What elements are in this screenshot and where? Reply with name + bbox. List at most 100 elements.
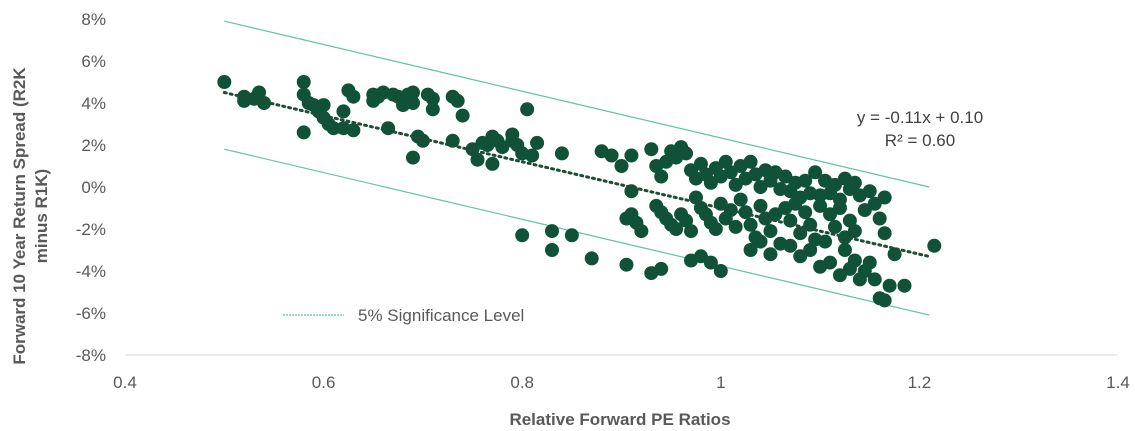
x-tick-label: 1.2 <box>908 373 932 392</box>
data-point <box>544 243 559 257</box>
data-point <box>753 234 768 249</box>
data-point <box>877 190 892 205</box>
data-point <box>336 104 351 119</box>
data-point <box>763 247 778 262</box>
data-point <box>554 146 569 161</box>
y-axis-title-line-2: minus R1K) <box>32 169 51 263</box>
data-point <box>217 75 232 89</box>
data-point <box>252 85 267 100</box>
x-tick-label: 0.4 <box>113 373 137 392</box>
data-point <box>867 196 882 211</box>
data-point <box>847 175 862 190</box>
y-tick-label: 4% <box>81 94 106 113</box>
data-point <box>614 159 629 173</box>
data-point <box>693 156 708 171</box>
data-point <box>743 243 758 257</box>
upper-significance-band <box>224 20 930 188</box>
y-tick-label: -8% <box>76 346 106 365</box>
y-tick-label: -4% <box>76 262 106 281</box>
data-point <box>525 148 540 163</box>
data-point <box>768 207 783 222</box>
data-point <box>803 243 818 257</box>
data-points <box>217 75 942 308</box>
x-axis-title: Relative Forward PE Ratios <box>509 410 730 429</box>
data-point <box>788 196 803 211</box>
data-point <box>693 249 708 264</box>
legend-label: 5% Significance Level <box>358 306 524 325</box>
data-point <box>832 201 847 215</box>
data-point <box>530 135 545 150</box>
data-point <box>654 261 669 276</box>
data-point <box>326 121 341 136</box>
data-point <box>723 203 738 218</box>
data-point <box>723 165 738 180</box>
y-tick-label: 0% <box>81 178 106 197</box>
data-point <box>877 226 892 241</box>
data-point <box>604 148 619 163</box>
data-point <box>837 243 852 257</box>
data-point <box>728 177 743 192</box>
data-point <box>485 156 500 171</box>
y-tick-label: -2% <box>76 220 106 239</box>
data-point <box>564 228 579 243</box>
y-tick-label: 2% <box>81 136 106 155</box>
data-point <box>897 278 912 293</box>
data-point <box>867 272 882 287</box>
y-axis-title-line-1: Forward 10 Year Return Spread (R2K <box>10 67 29 365</box>
data-point <box>743 217 758 232</box>
data-point <box>813 198 828 213</box>
data-point <box>728 219 743 234</box>
data-point <box>832 268 847 283</box>
data-point <box>520 102 535 117</box>
data-point <box>718 154 733 169</box>
data-point <box>808 165 823 180</box>
data-point <box>847 224 862 239</box>
data-point <box>679 213 694 228</box>
x-tick-label: 1.4 <box>1106 373 1130 392</box>
data-point <box>798 205 813 220</box>
data-point <box>634 224 649 239</box>
data-point <box>798 173 813 188</box>
data-point <box>862 184 877 199</box>
data-point <box>624 148 639 163</box>
data-point <box>783 238 798 253</box>
data-point <box>346 123 361 138</box>
legend: 5% Significance Level <box>283 306 524 325</box>
y-tick-label: 8% <box>81 10 106 29</box>
data-point <box>743 154 758 169</box>
data-point <box>827 219 842 234</box>
data-point <box>753 198 768 213</box>
data-point <box>882 278 897 293</box>
data-point <box>405 150 420 165</box>
y-tick-label: 6% <box>81 52 106 71</box>
x-tick-label: 1 <box>716 373 725 392</box>
data-point <box>713 264 728 278</box>
data-point <box>346 89 361 104</box>
data-point <box>544 224 559 239</box>
data-point <box>425 91 440 106</box>
y-tick-labels: 8% 6% 4% 2% 0% -2% -4% -6% -8% <box>76 10 106 365</box>
data-point <box>793 226 808 241</box>
data-point <box>847 253 862 268</box>
y-axis-title: Forward 10 Year Return Spread (R2K minus… <box>10 67 51 365</box>
data-point <box>793 249 808 264</box>
data-point <box>455 108 470 123</box>
data-point <box>703 255 718 270</box>
data-point <box>405 96 420 110</box>
data-point <box>872 211 887 226</box>
data-point <box>927 238 942 253</box>
data-point <box>823 207 838 222</box>
data-point <box>778 169 793 184</box>
data-point <box>803 217 818 232</box>
data-point <box>827 177 842 192</box>
data-point <box>708 222 723 236</box>
data-point <box>405 85 420 100</box>
data-point <box>818 234 833 249</box>
data-point <box>654 169 669 184</box>
data-point <box>753 180 768 194</box>
data-point <box>584 251 599 266</box>
x-tick-label: 0.6 <box>312 373 336 392</box>
trendline-equation: y = -0.11x + 0.10 <box>857 108 983 127</box>
data-point <box>823 255 838 270</box>
